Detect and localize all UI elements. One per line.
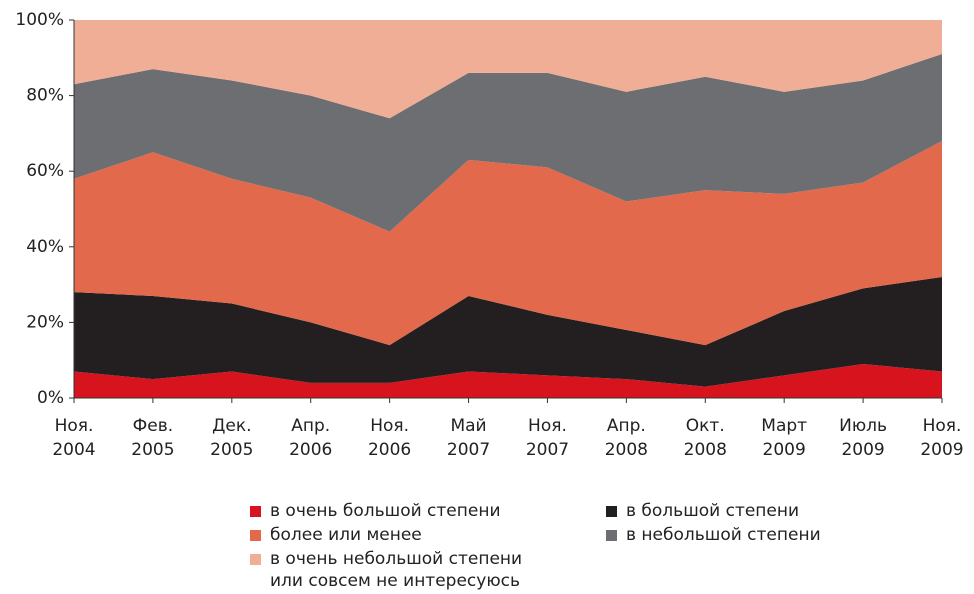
area bbox=[74, 54, 942, 232]
x-tick-label: Ноя. 2009 bbox=[920, 416, 964, 460]
x-tick-label: Дек. 2005 bbox=[210, 416, 254, 460]
x-tick-label: Фев. 2005 bbox=[131, 416, 175, 460]
legend-label: в очень небольшой степени или совсем не … bbox=[270, 549, 523, 591]
legend-item: более или менее bbox=[250, 524, 422, 546]
x-tick-label: Апр. 2006 bbox=[289, 416, 333, 460]
y-tick-label: 80% bbox=[26, 86, 64, 106]
legend-label: более или менее bbox=[270, 525, 422, 545]
legend-item: в очень большой степени bbox=[250, 500, 501, 522]
area bbox=[74, 277, 942, 387]
area bbox=[74, 363, 942, 398]
legend-swatch bbox=[250, 554, 261, 565]
legend-swatch bbox=[250, 506, 261, 517]
x-tick-label: Окт. 2008 bbox=[683, 416, 727, 460]
y-tick-label: 20% bbox=[26, 312, 64, 332]
legend-label: в небольшой степени bbox=[626, 525, 821, 545]
x-tick-label: Ноя. 2007 bbox=[525, 416, 570, 460]
legend-swatch bbox=[250, 530, 261, 541]
area bbox=[74, 140, 942, 346]
y-tick-label: 40% bbox=[26, 237, 64, 257]
y-tick-label: 0% bbox=[37, 388, 64, 408]
x-tick-label: Апр. 2008 bbox=[604, 416, 648, 460]
y-tick-label: 60% bbox=[26, 161, 64, 181]
legend-swatch bbox=[606, 506, 617, 517]
legend-label: в большой степени bbox=[626, 501, 800, 521]
x-tick-label: Июль 2009 bbox=[839, 416, 888, 460]
area bbox=[74, 20, 942, 119]
legend-item: в большой степени bbox=[606, 500, 799, 522]
legend-label: в очень большой степени bbox=[270, 501, 501, 521]
legend-item: в небольшой степени bbox=[606, 524, 821, 546]
y-tick-label: 100% bbox=[15, 10, 64, 30]
legend-item: в очень небольшой степени или совсем не … bbox=[250, 548, 522, 592]
x-tick-label: Май 2007 bbox=[446, 416, 491, 460]
legend-swatch bbox=[606, 530, 617, 541]
x-tick-label: Ноя. 2004 bbox=[52, 416, 96, 460]
x-tick-label: Ноя. 2006 bbox=[367, 416, 412, 460]
x-tick-label: Март 2009 bbox=[761, 416, 808, 460]
